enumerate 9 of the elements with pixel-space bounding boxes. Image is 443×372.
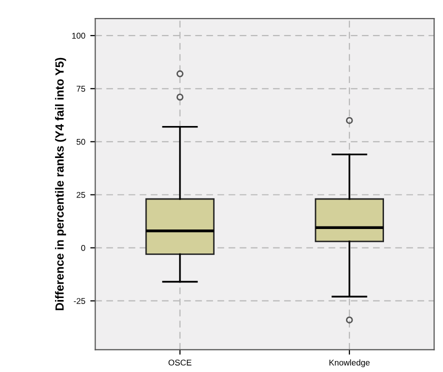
- y-axis-title: Difference in percentile ranks (Y4 fail into Y5): [55, 58, 66, 310]
- y-tick-label: 100: [72, 32, 86, 39]
- y-tick-label: 25: [76, 192, 86, 198]
- x-tick-label: Knowledge: [329, 359, 370, 368]
- y-tick-label: 0: [81, 245, 86, 251]
- x-tick-label: OSCE: [168, 360, 192, 366]
- y-tick-label: 50: [76, 138, 86, 145]
- y-tick-label: -25: [74, 298, 86, 304]
- y-tick-label: 75: [76, 86, 86, 92]
